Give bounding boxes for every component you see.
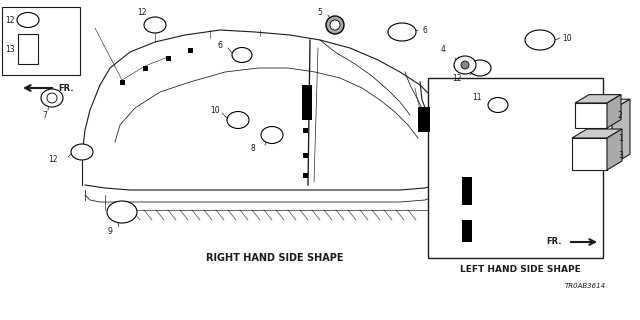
Text: 11: 11 [472,93,482,102]
Bar [188,47,193,52]
Polygon shape [570,99,630,110]
Polygon shape [572,129,622,138]
Bar [18,34,38,64]
Ellipse shape [47,93,57,103]
Ellipse shape [71,144,93,160]
Bar [418,107,430,132]
Bar [303,172,307,178]
Polygon shape [607,95,621,128]
Ellipse shape [41,89,63,107]
Ellipse shape [461,61,469,69]
Text: 12: 12 [452,74,462,83]
Bar [302,85,312,120]
Text: 10: 10 [211,106,220,115]
Text: 10: 10 [562,34,572,43]
Polygon shape [572,138,607,170]
Bar [303,153,307,157]
Text: 6: 6 [217,41,222,50]
Ellipse shape [454,56,476,74]
Ellipse shape [17,12,39,28]
Polygon shape [575,103,607,128]
Text: 3: 3 [618,150,623,159]
Bar [428,78,603,258]
Ellipse shape [107,201,137,223]
Text: 2: 2 [618,110,623,119]
Ellipse shape [144,17,166,33]
Text: 1: 1 [618,133,623,142]
Polygon shape [607,129,622,170]
Ellipse shape [388,23,416,41]
Bar [2,7,80,75]
Ellipse shape [326,16,344,34]
Ellipse shape [330,20,340,30]
Ellipse shape [261,126,283,143]
Text: 7: 7 [43,110,47,119]
Bar [143,66,147,70]
Bar [166,55,170,60]
Ellipse shape [232,47,252,62]
Text: 12: 12 [137,7,147,17]
Text: 13: 13 [5,45,15,54]
Text: TR0AB3614: TR0AB3614 [564,283,605,289]
Text: LEFT HAND SIDE SHAPE: LEFT HAND SIDE SHAPE [460,266,580,275]
Text: 6: 6 [422,26,427,35]
Text: 4: 4 [440,45,445,54]
Text: 12: 12 [49,156,58,164]
Text: 12: 12 [5,15,15,25]
Text: 5: 5 [317,7,322,17]
Ellipse shape [525,30,555,50]
Text: RIGHT HAND SIDE SHAPE: RIGHT HAND SIDE SHAPE [206,253,344,263]
Ellipse shape [488,98,508,113]
Bar [462,177,472,205]
Polygon shape [575,95,621,103]
Bar [303,127,307,132]
Text: 8: 8 [250,143,255,153]
Ellipse shape [469,60,491,76]
Polygon shape [612,99,630,165]
Text: 9: 9 [108,228,113,236]
Bar [462,220,472,242]
Ellipse shape [227,111,249,129]
Polygon shape [570,110,612,165]
Bar [120,79,125,84]
Text: FR.: FR. [58,84,74,92]
Text: FR.: FR. [547,237,562,246]
